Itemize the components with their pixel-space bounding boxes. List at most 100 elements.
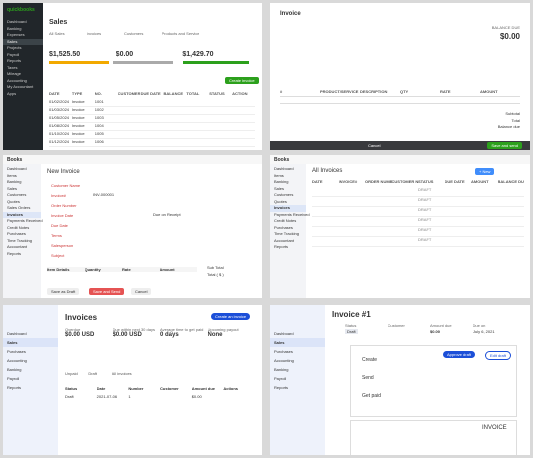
nav-item[interactable]: Reports <box>7 250 22 256</box>
cell <box>141 115 164 122</box>
nav-item[interactable]: Purchases <box>274 349 293 354</box>
table-row[interactable]: DRAFT <box>312 227 524 237</box>
table-row[interactable]: DRAFT <box>312 197 524 207</box>
nav-item[interactable]: Banking <box>7 367 22 372</box>
table-row[interactable]: 01/03/2024 Invoice 1002 <box>49 107 255 115</box>
nav-item[interactable]: Dashboard <box>7 19 27 24</box>
nav-item[interactable]: Payroll <box>274 376 287 381</box>
nav-item[interactable]: Customers <box>7 192 27 197</box>
nav-item[interactable]: Sales <box>3 38 43 45</box>
nav-item[interactable]: Reports <box>7 385 22 390</box>
column-header: BALANCE DUE <box>497 179 525 184</box>
approve-draft[interactable]: Approve draft <box>443 351 476 358</box>
save-draft[interactable]: Save as Draft <box>47 288 80 295</box>
nav-item[interactable]: Payments Received <box>274 211 310 217</box>
table-row[interactable]: DRAFT <box>312 237 524 247</box>
invoice-row[interactable]: Draft 2021-07-06 1 $0.00 <box>65 394 255 399</box>
card-label: Upcoming payout <box>207 327 239 332</box>
tab[interactable]: All Sales <box>49 31 65 36</box>
table-row[interactable]: 01/02/2024 Invoice 1001 <box>49 99 255 107</box>
nav-item[interactable]: Apps <box>7 90 17 96</box>
nav-item[interactable]: Reports <box>7 58 22 63</box>
nav-item[interactable]: Accounting <box>7 358 27 363</box>
nav-item[interactable]: Banking <box>7 25 22 31</box>
save-send[interactable]: Save and send <box>487 142 522 149</box>
nav-item[interactable]: Customers <box>274 192 294 197</box>
cell: 01/08/2024 <box>49 123 70 128</box>
tab[interactable]: Customers <box>124 31 144 36</box>
nav-item[interactable]: Dashboard <box>274 331 294 336</box>
cell <box>118 99 141 106</box>
nav-item[interactable]: Sales <box>270 338 325 347</box>
nav-item[interactable]: Accounting <box>274 358 294 363</box>
table-row[interactable]: DRAFT <box>312 187 524 197</box>
nav-item[interactable]: Quotes <box>7 198 20 204</box>
cell: Invoice <box>71 123 85 128</box>
nav-item[interactable]: Dashboard <box>7 331 27 336</box>
column-header: STATUS <box>209 91 225 96</box>
create-invoice[interactable]: Create an invoice <box>211 313 251 320</box>
quickbooks-panel: quickbooks Dashboard Banking Expenses Sales… <box>3 3 262 150</box>
save-send[interactable]: Save and Send <box>89 288 125 295</box>
create-invoice[interactable]: Create invoice <box>225 77 259 84</box>
cancel[interactable]: Cancel <box>131 288 152 295</box>
nav-item[interactable]: Payroll <box>7 51 20 57</box>
table-row[interactable]: 01/08/2024 Invoice 1004 <box>49 123 255 131</box>
cancel[interactable]: Cancel <box>368 143 381 148</box>
nav-item[interactable]: Quotes <box>274 198 287 204</box>
cell: 1001 <box>94 99 104 104</box>
tab[interactable]: Unpaid <box>65 371 78 376</box>
nav-item[interactable]: Reports <box>274 385 289 390</box>
table-row[interactable]: DRAFT <box>312 217 524 227</box>
nav-item[interactable]: Payments Received <box>7 218 43 223</box>
nav-item[interactable]: Reports <box>274 244 289 249</box>
table-row[interactable]: 01/12/2024 Invoice 1006 <box>49 139 255 147</box>
tab[interactable]: Draft <box>88 371 97 376</box>
nav-item[interactable]: Accountant <box>274 237 295 243</box>
tab[interactable]: Products and Services <box>161 31 200 36</box>
nav-item[interactable]: Sales Orders <box>7 205 31 210</box>
cell: Invoice <box>71 115 85 120</box>
tab[interactable]: All invoices <box>111 371 132 376</box>
total-label: Balance due <box>497 124 520 129</box>
nav-item[interactable]: Banking <box>274 367 289 372</box>
nav-item[interactable]: Items <box>274 172 284 178</box>
sidebar: Dashboard Sales Purchases Accounting Banking… <box>3 305 58 455</box>
nav-item[interactable]: Accountant <box>7 244 28 249</box>
nav-item[interactable]: Sales <box>7 185 18 191</box>
table-row[interactable]: 01/05/2024 Invoice 1003 <box>49 115 255 123</box>
nav-item[interactable]: Invoices <box>3 211 41 218</box>
column-header: Number <box>128 386 144 391</box>
nav-item[interactable]: Mileage <box>7 71 22 76</box>
cell <box>186 131 209 138</box>
tab[interactable]: Invoices <box>86 31 102 36</box>
nav-item[interactable]: Dashboard <box>274 166 294 171</box>
nav-item[interactable]: My Accountant <box>7 84 34 89</box>
table-row[interactable]: DRAFT <box>312 207 524 217</box>
nav-item[interactable]: Credit Notes <box>7 224 30 230</box>
nav-item[interactable]: Banking <box>274 179 289 184</box>
nav-item[interactable]: Dashboard <box>7 166 27 171</box>
table-row[interactable]: 01/10/2024 Invoice 1005 <box>49 131 255 139</box>
nav-item[interactable]: Expenses <box>7 32 25 37</box>
nav-item[interactable]: Sales <box>3 338 58 347</box>
nav-item[interactable]: Time Tracking <box>7 237 32 243</box>
field-label: Invoice Date <box>51 213 74 218</box>
nav-item[interactable]: Purchases <box>274 224 293 230</box>
nav-item[interactable]: Taxes <box>7 64 18 70</box>
nav-item[interactable]: Purchases <box>7 231 26 236</box>
nav-item[interactable]: Credit Notes <box>274 218 297 223</box>
nav-item[interactable]: Items <box>7 172 17 178</box>
nav-item[interactable]: Payroll <box>7 376 20 381</box>
nav-item[interactable]: Invoices <box>270 205 306 212</box>
cell <box>392 237 419 246</box>
nav-item[interactable]: Banking <box>7 179 22 184</box>
nav-item[interactable]: Time Tracking <box>274 231 299 236</box>
column-header: PRODUCT/SERVICE <box>320 89 359 94</box>
edit-draft[interactable]: Edit draft <box>485 351 512 360</box>
nav-item[interactable]: Accounting <box>7 77 27 83</box>
new[interactable]: + New <box>475 168 495 175</box>
nav-item[interactable]: Purchases <box>7 349 26 354</box>
nav-item[interactable]: Sales <box>274 185 285 191</box>
nav-item[interactable]: Projects <box>7 45 22 50</box>
